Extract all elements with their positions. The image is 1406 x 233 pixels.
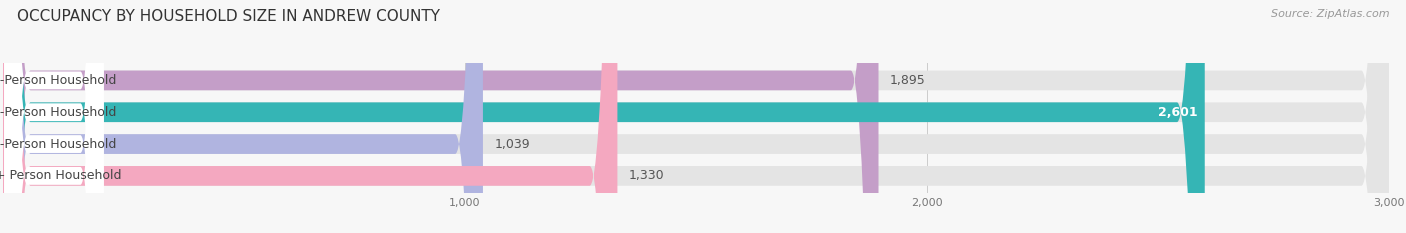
Text: 2-Person Household: 2-Person Household (0, 106, 117, 119)
FancyBboxPatch shape (4, 0, 104, 233)
FancyBboxPatch shape (3, 0, 1389, 233)
FancyBboxPatch shape (3, 0, 617, 233)
Text: 1-Person Household: 1-Person Household (0, 74, 117, 87)
FancyBboxPatch shape (4, 0, 104, 233)
Text: Source: ZipAtlas.com: Source: ZipAtlas.com (1271, 9, 1389, 19)
FancyBboxPatch shape (3, 0, 879, 233)
FancyBboxPatch shape (4, 0, 104, 233)
FancyBboxPatch shape (3, 0, 1205, 233)
Text: 3-Person Household: 3-Person Household (0, 137, 117, 151)
Text: 1,039: 1,039 (495, 137, 530, 151)
Text: 4+ Person Household: 4+ Person Household (0, 169, 121, 182)
Text: 1,330: 1,330 (628, 169, 665, 182)
Text: 1,895: 1,895 (890, 74, 925, 87)
Text: OCCUPANCY BY HOUSEHOLD SIZE IN ANDREW COUNTY: OCCUPANCY BY HOUSEHOLD SIZE IN ANDREW CO… (17, 9, 440, 24)
FancyBboxPatch shape (3, 0, 1389, 233)
FancyBboxPatch shape (3, 0, 482, 233)
FancyBboxPatch shape (3, 0, 1389, 233)
FancyBboxPatch shape (3, 0, 1389, 233)
FancyBboxPatch shape (4, 0, 104, 233)
Text: 2,601: 2,601 (1159, 106, 1198, 119)
